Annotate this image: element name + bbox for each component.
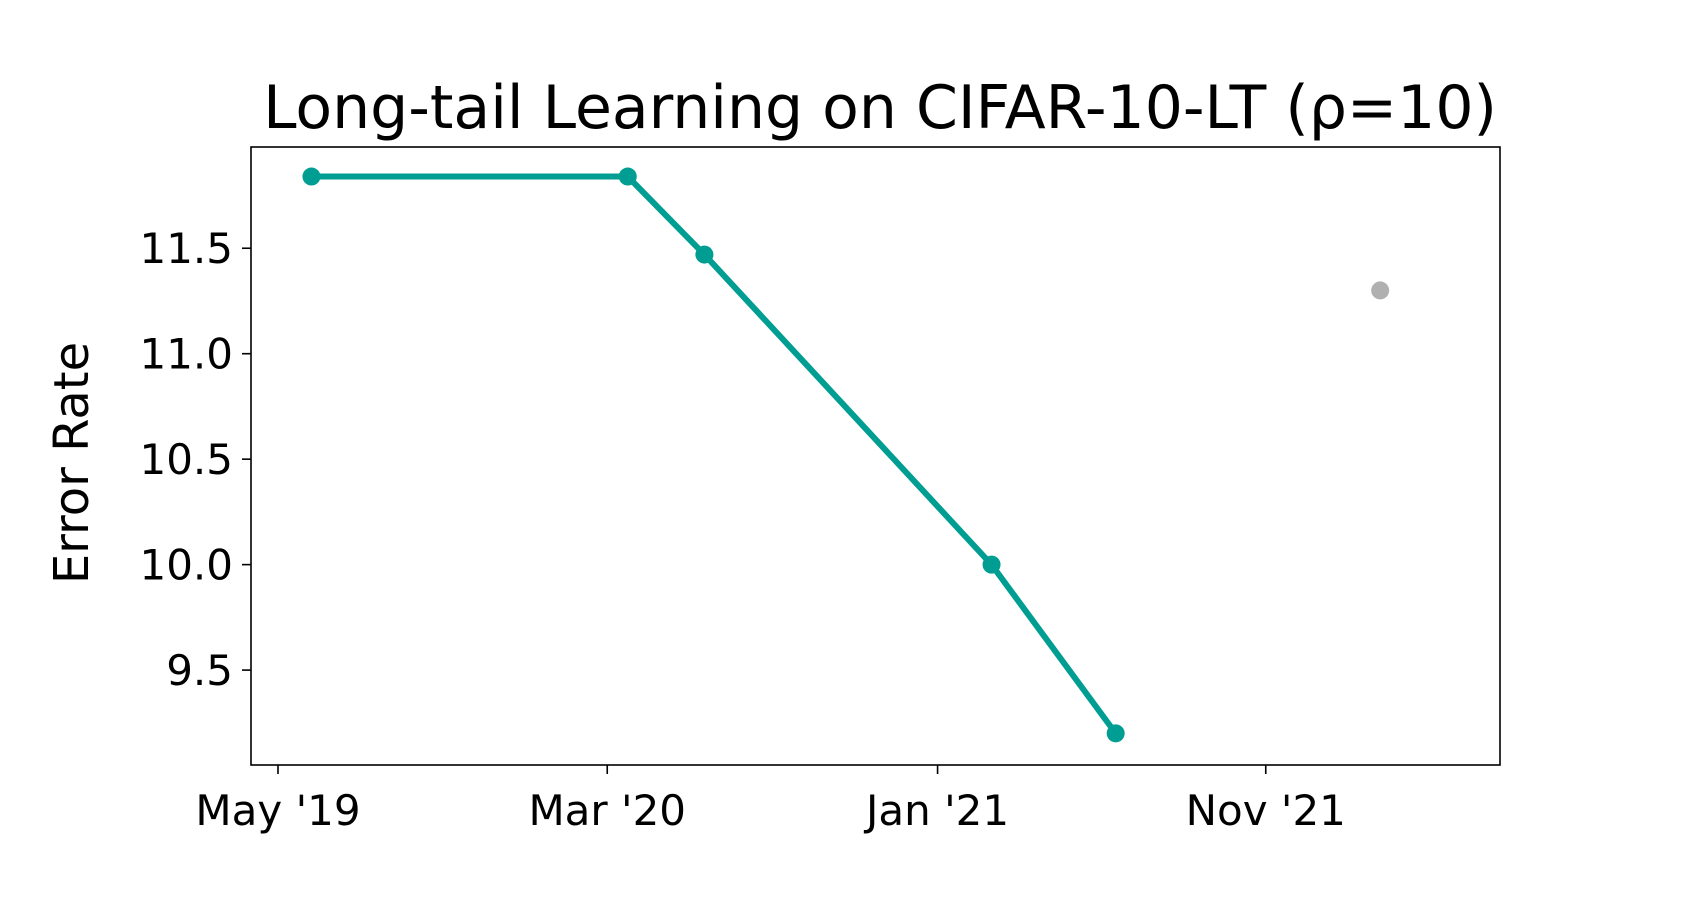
x-tick-label: May '19 <box>195 786 360 835</box>
plot-frame <box>250 146 1501 766</box>
chart-title: Long-tail Learning on CIFAR-10-LT (ρ=10) <box>263 73 1497 143</box>
series-0-point <box>1106 724 1125 743</box>
x-tick-label: Nov '21 <box>1186 786 1346 835</box>
series-0-point <box>618 167 637 186</box>
y-tick-label: 10.5 <box>139 435 233 484</box>
series-1-point <box>1371 281 1390 300</box>
y-tick-label: 11.5 <box>139 224 233 273</box>
y-tick-label: 11.0 <box>139 330 233 379</box>
y-tick-label: 10.0 <box>139 541 233 590</box>
x-tick-label: Mar '20 <box>528 786 686 835</box>
series-0-point <box>695 245 714 264</box>
y-axis-label: Error Rate <box>44 342 100 584</box>
plot-area: 9.5 10.0 10.5 11.0 11.5 May '19 Mar '20 Jan '21… <box>139 167 1390 835</box>
y-tick-label: 9.5 <box>166 646 233 695</box>
series-0-point <box>982 555 1001 574</box>
series-line-0 <box>308 173 1119 737</box>
x-tick-label: Jan '21 <box>863 786 1009 835</box>
series-0-point <box>302 167 321 186</box>
